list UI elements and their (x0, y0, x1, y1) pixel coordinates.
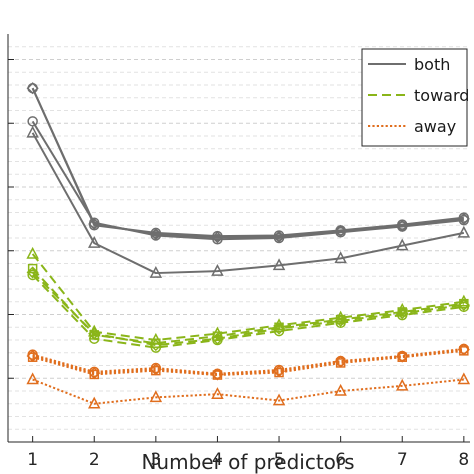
toward-data-point (396, 307, 409, 320)
toward-series-line (31, 267, 464, 345)
x-tick-label: 3 (150, 450, 161, 470)
x-tick-label: 8 (458, 450, 469, 470)
away-data-point (334, 383, 347, 396)
both-data-point (457, 212, 470, 225)
both-series-line (31, 132, 465, 275)
both-data-point (272, 230, 286, 243)
away-data-point (396, 350, 409, 363)
toward-data-point (150, 342, 162, 353)
x-tick-label: 6 (335, 450, 346, 470)
both-data-point (212, 234, 223, 245)
toward-series-line (31, 271, 464, 347)
toward-data-point (149, 339, 162, 352)
legend-label-both: both (414, 55, 450, 74)
toward-series-line (31, 274, 464, 349)
toward-data-point (395, 302, 409, 315)
toward-data-point (457, 298, 470, 311)
x-tick-label: 1 (27, 450, 38, 470)
away-data-point (395, 378, 409, 391)
toward-data-point (273, 325, 285, 337)
away-data-point (211, 387, 224, 399)
legend-label-away: away (414, 117, 456, 136)
both-data-point (334, 224, 347, 238)
both-data-point (26, 82, 39, 95)
x-tick-label: 2 (89, 450, 100, 470)
x-tick-label: 4 (212, 450, 223, 470)
toward-series-line (31, 253, 464, 341)
both-data-point (149, 265, 163, 278)
toward-data-point (335, 317, 346, 329)
away-data-point (87, 396, 101, 409)
both-data-point (88, 217, 101, 231)
both-data-point (395, 238, 409, 251)
away-data-point (88, 367, 101, 380)
toward-data-point (88, 327, 101, 340)
away-data-point (26, 349, 39, 362)
both-data-point (457, 225, 471, 238)
x-tick-labels: 1 2 3 4 5 6 7 8 (27, 450, 469, 470)
both-data-point (87, 235, 101, 248)
legend-label-toward: toward (414, 86, 469, 105)
both-series-line (31, 87, 464, 239)
away-data-point (149, 390, 163, 403)
both-data-point (211, 264, 224, 276)
x-tick-label: 5 (274, 450, 285, 470)
away-data-point (26, 372, 39, 385)
toward-data-point (27, 269, 38, 281)
both-data-point (149, 228, 162, 241)
toward-data-point (334, 314, 347, 327)
both-data-point (211, 231, 224, 244)
away-data-point (149, 363, 162, 376)
toward-data-point (272, 318, 286, 331)
toward-data-point (272, 322, 286, 335)
away-data-point (457, 372, 471, 385)
toward-data-point (27, 263, 38, 274)
series-markers (26, 82, 471, 409)
legend: both toward away (361, 48, 469, 147)
both-data-point (396, 219, 409, 232)
x-axis-label: Number of predictors (141, 450, 354, 474)
legend-box (361, 48, 468, 147)
away-data-point (211, 368, 224, 381)
toward-data-point (211, 332, 224, 345)
toward-data-point (334, 310, 347, 323)
toward-data-point (26, 246, 39, 259)
away-data-point (457, 343, 470, 356)
toward-data-point (396, 309, 408, 321)
both-data-point (26, 125, 39, 138)
both-data-point (272, 258, 286, 271)
away-data-point (272, 393, 286, 406)
away-data-point (334, 355, 347, 368)
axes (7, 34, 470, 443)
away-data-point (272, 365, 286, 378)
toward-data-point (26, 266, 39, 279)
toward-data-point (458, 301, 470, 313)
x-tick-label: 7 (397, 450, 408, 470)
both-data-point (334, 251, 347, 264)
toward-data-point (212, 331, 223, 341)
toward-data-point (88, 333, 100, 344)
series-lines (31, 87, 465, 405)
toward-data-point (457, 294, 471, 307)
away-series-line (32, 378, 464, 405)
